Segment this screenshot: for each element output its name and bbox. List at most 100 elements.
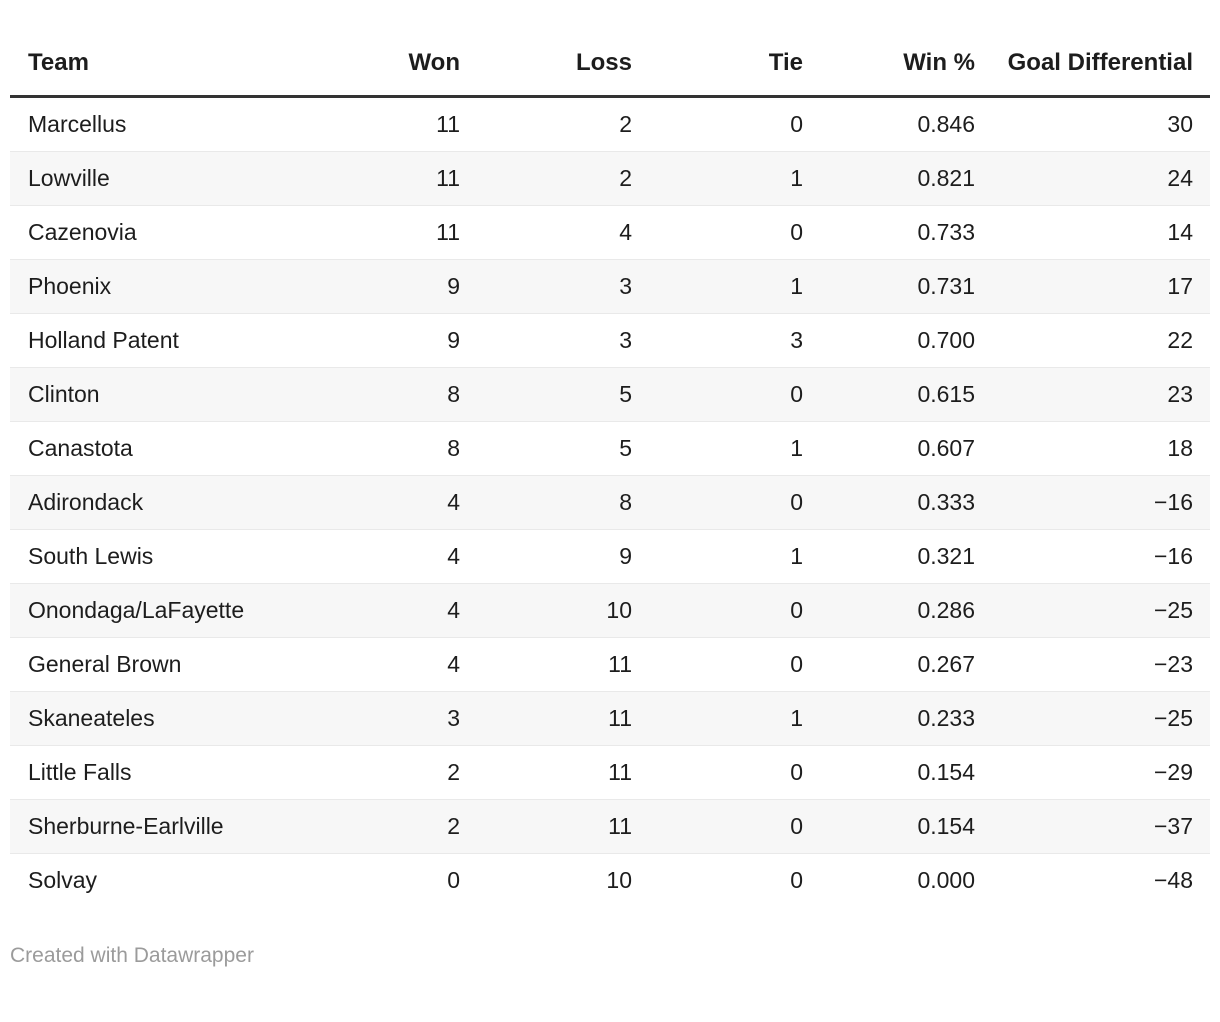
- tie-cell: 0: [632, 583, 803, 638]
- goal-diff-cell: 14: [975, 205, 1210, 260]
- won-cell: 4: [288, 583, 460, 638]
- won-cell: 4: [288, 529, 460, 584]
- standings-table: Team Won Loss Tie Win % Goal Differentia…: [10, 0, 1210, 907]
- team-cell: Sherburne-Earlville: [10, 799, 288, 854]
- won-cell: 11: [288, 151, 460, 206]
- goal-diff-cell: 22: [975, 313, 1210, 368]
- winpct-cell: 0.267: [803, 637, 975, 692]
- winpct-cell: 0.615: [803, 367, 975, 422]
- won-cell: 0: [447, 867, 460, 893]
- won-cell: 11: [288, 205, 460, 260]
- tie-cell: 0: [632, 637, 803, 692]
- tie-cell: 0: [632, 205, 803, 260]
- tie-cell: 1: [632, 421, 803, 476]
- team-cell: Marcellus: [10, 96, 288, 152]
- loss-cell: 10: [460, 583, 632, 638]
- table-container: Team Won Loss Tie Win % Goal Differentia…: [10, 0, 1210, 967]
- tie-cell: 1: [632, 691, 803, 746]
- column-header-loss: Loss: [460, 0, 632, 98]
- team-cell: Cazenovia: [10, 205, 288, 260]
- won-cell: 8: [288, 421, 460, 476]
- winpct-cell: 0.154: [803, 799, 975, 854]
- team-cell: Canastota: [10, 421, 288, 476]
- loss-cell: 3: [460, 259, 632, 314]
- goal-diff-cell: −16: [975, 529, 1210, 584]
- table-row: Phoenix 9 3 1 0.731 17: [10, 259, 1210, 314]
- table-row: Cazenovia 11 4 0 0.733 14: [10, 205, 1210, 260]
- team-cell: Onondaga/LaFayette: [10, 583, 288, 638]
- tie-cell: 1: [632, 259, 803, 314]
- loss-cell: 8: [460, 475, 632, 530]
- loss-cell: 9: [460, 529, 632, 584]
- winpct-cell: 0.321: [803, 529, 975, 584]
- won-cell: 2: [288, 745, 460, 800]
- team-cell: Lowville: [10, 151, 288, 206]
- won-cell: 9: [288, 259, 460, 314]
- column-header-winpct: Win %: [803, 0, 975, 98]
- winpct-cell: 0.286: [803, 583, 975, 638]
- table-row: Skaneateles 3 11 1 0.233 −25: [10, 691, 1210, 746]
- team-cell: South Lewis: [10, 529, 288, 584]
- winpct-cell: 0.607: [803, 421, 975, 476]
- won-cell: 4: [288, 475, 460, 530]
- winpct-cell: 0.154: [803, 745, 975, 800]
- team-cell: Holland Patent: [10, 313, 288, 368]
- table-row: Little Falls 2 11 0 0.154 −29: [10, 745, 1210, 800]
- tie-cell: 0: [632, 96, 803, 152]
- winpct-cell: 0.846: [803, 96, 975, 152]
- loss-cell: 3: [460, 313, 632, 368]
- goal-diff-cell: 24: [975, 151, 1210, 206]
- loss-cell: 10: [606, 867, 632, 893]
- winpct-cell: 0.333: [803, 475, 975, 530]
- team-cell: Phoenix: [10, 259, 288, 314]
- table-row: Canastota 8 5 1 0.607 18: [10, 421, 1210, 476]
- datawrapper-attribution: Created with Datawrapper: [10, 944, 254, 967]
- loss-cell: 11: [460, 691, 632, 746]
- loss-cell: 5: [460, 421, 632, 476]
- winpct-cell: 0.700: [803, 313, 975, 368]
- won-cell: 8: [288, 367, 460, 422]
- tie-cell: 3: [632, 313, 803, 368]
- table-row: Clinton 8 5 0 0.615 23: [10, 367, 1210, 422]
- winpct-cell: 0.233: [803, 691, 975, 746]
- won-cell: 4: [288, 637, 460, 692]
- winpct-cell: 0.733: [803, 205, 975, 260]
- goal-diff-cell: −25: [975, 691, 1210, 746]
- winpct-cell: 0.821: [803, 151, 975, 206]
- column-header-won: Won: [288, 0, 460, 98]
- table-row: Marcellus 11 2 0 0.846 30: [10, 96, 1210, 152]
- goal-diff-cell: −25: [975, 583, 1210, 638]
- loss-cell: 5: [460, 367, 632, 422]
- loss-cell: 11: [460, 637, 632, 692]
- team-cell: General Brown: [10, 637, 288, 692]
- won-cell: 2: [288, 799, 460, 854]
- goal-diff-cell: 30: [975, 96, 1210, 152]
- team-cell: Adirondack: [10, 475, 288, 530]
- team-cell: Skaneateles: [10, 691, 288, 746]
- tie-cell: 0: [632, 799, 803, 854]
- tie-cell: 1: [632, 529, 803, 584]
- loss-cell: 11: [460, 745, 632, 800]
- tie-cell: 0: [632, 367, 803, 422]
- table-row: South Lewis 4 9 1 0.321 −16: [10, 529, 1210, 584]
- loss-cell: 2: [460, 151, 632, 206]
- table-row: Onondaga/LaFayette 4 10 0 0.286 −25: [10, 583, 1210, 638]
- table-header: Team Won Loss Tie Win % Goal Differentia…: [10, 0, 1210, 98]
- team-cell: Solvay: [28, 867, 98, 893]
- winpct-cell: 0.000: [917, 867, 975, 893]
- goal-diff-cell: −37: [975, 799, 1210, 854]
- goal-diff-cell: 17: [975, 259, 1210, 314]
- goal-diff-cell: −48: [1153, 867, 1193, 893]
- won-cell: 11: [288, 96, 460, 152]
- goal-diff-cell: −29: [975, 745, 1210, 800]
- table-row: Sherburne-Earlville 2 11 0 0.154 −37: [10, 799, 1210, 854]
- goal-diff-cell: −16: [975, 475, 1210, 530]
- loss-cell: 11: [460, 799, 632, 854]
- header-row: Team Won Loss Tie Win % Goal Differentia…: [10, 0, 1210, 98]
- table-body: Marcellus 11 2 0 0.846 30 Lowville 11 2 …: [10, 96, 1210, 908]
- table-row: Adirondack 4 8 0 0.333 −16: [10, 475, 1210, 530]
- goal-diff-cell: 18: [975, 421, 1210, 476]
- loss-cell: 4: [460, 205, 632, 260]
- column-header-team: Team: [10, 0, 288, 98]
- column-header-tie: Tie: [632, 0, 803, 98]
